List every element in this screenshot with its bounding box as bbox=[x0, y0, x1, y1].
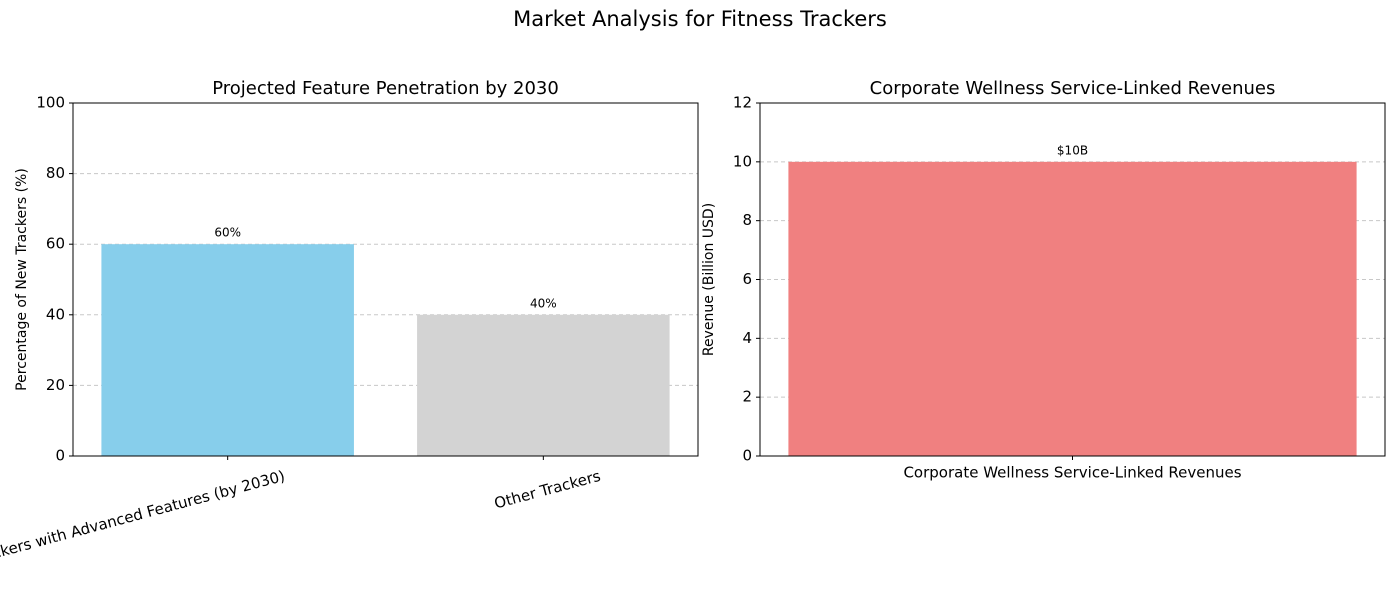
bar bbox=[417, 314, 670, 456]
chart-title: Corporate Wellness Service-Linked Revenu… bbox=[870, 78, 1276, 99]
chart: Corporate Wellness Service-Linked Revenu… bbox=[701, 78, 1386, 482]
bar bbox=[788, 161, 1357, 457]
y-tick-label: 12 bbox=[733, 94, 752, 112]
chart: Projected Feature Penetration by 2030 Per… bbox=[0, 78, 699, 569]
chart-title: Projected Feature Penetration by 2030 bbox=[212, 78, 559, 99]
y-tick-label: 2 bbox=[742, 388, 752, 406]
y-tick-label: 60 bbox=[46, 235, 65, 253]
x-tick-label: Trackers with Advanced Features (by 2030… bbox=[0, 467, 287, 569]
x-tick-label: Other Trackers bbox=[492, 467, 602, 513]
value-label: 60% bbox=[214, 226, 241, 240]
y-tick-label: 0 bbox=[55, 447, 65, 465]
axes-frame bbox=[759, 102, 1386, 457]
axes-frame bbox=[72, 102, 699, 457]
y-tick-label: 80 bbox=[46, 164, 65, 182]
y-tick-label: 8 bbox=[742, 211, 752, 229]
figure-title: Market Analysis for Fitness Trackers bbox=[513, 7, 887, 31]
y-tick-label: 6 bbox=[742, 270, 752, 288]
y-tick-label: 40 bbox=[46, 305, 65, 323]
value-label: $10B bbox=[1057, 143, 1088, 157]
y-tick-label: 4 bbox=[742, 329, 752, 347]
y-tick-label: 20 bbox=[46, 376, 65, 394]
bar bbox=[101, 244, 354, 456]
y-tick-label: 10 bbox=[733, 152, 752, 170]
y-tick-label: 0 bbox=[742, 447, 752, 465]
y-axis-label: Percentage of New Trackers (%) bbox=[14, 168, 30, 391]
x-tick-label: Corporate Wellness Service-Linked Revenu… bbox=[903, 464, 1241, 482]
y-axis-label: Revenue (Billion USD) bbox=[701, 203, 717, 356]
y-tick-label: 100 bbox=[36, 94, 65, 112]
value-label: 40% bbox=[530, 296, 557, 310]
